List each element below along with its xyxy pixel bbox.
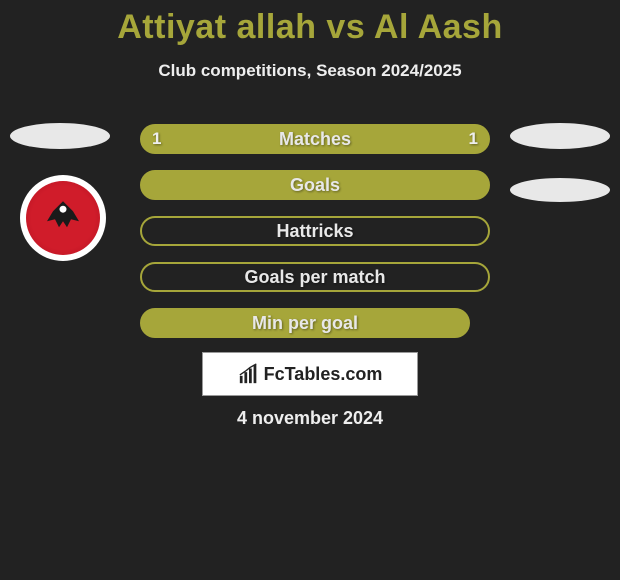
bar-matches: 1 Matches 1: [140, 124, 490, 154]
stats-bars: 1 Matches 1 Goals Hattricks Goals per ma…: [140, 124, 490, 354]
bar-goals-per-match: Goals per match: [140, 262, 490, 292]
eagle-icon: [41, 197, 85, 237]
player-flag-left: [10, 123, 110, 149]
branding-label: FcTables.com: [264, 364, 383, 385]
bar-value-right: 1: [469, 129, 478, 149]
player-club-right: [510, 178, 610, 202]
bar-label: Hattricks: [276, 221, 353, 242]
bar-label: Goals per match: [244, 267, 385, 288]
branding-box: FcTables.com: [202, 352, 418, 396]
bar-goals: Goals: [140, 170, 490, 200]
club-logo-left: [20, 175, 106, 261]
chart-icon: [238, 363, 260, 385]
subtitle: Club competitions, Season 2024/2025: [0, 61, 620, 81]
bar-label: Min per goal: [252, 313, 358, 334]
page-title: Attiyat allah vs Al Aash: [0, 0, 620, 47]
bar-hattricks: Hattricks: [140, 216, 490, 246]
bar-min-per-goal: Min per goal: [140, 308, 470, 338]
player-flag-right: [510, 123, 610, 149]
date-text: 4 november 2024: [237, 408, 383, 429]
bar-label: Goals: [290, 175, 340, 196]
bar-value-left: 1: [152, 129, 161, 149]
bar-label: Matches: [279, 129, 351, 150]
